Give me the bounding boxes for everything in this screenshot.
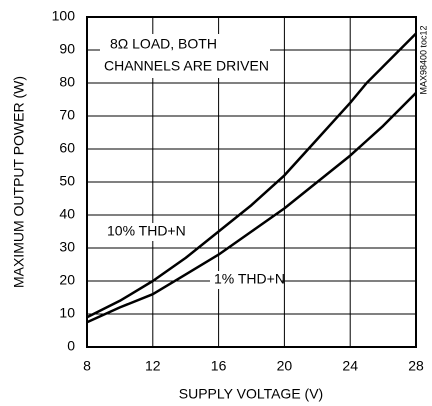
y-tick-label: 80 — [59, 74, 75, 90]
series-label: 1% THD+N — [214, 271, 285, 287]
x-axis-label: SUPPLY VOLTAGE (V) — [179, 386, 323, 402]
y-tick-label: 20 — [59, 272, 75, 288]
y-tick-label: 0 — [67, 338, 75, 354]
y-tick-label: 70 — [59, 107, 75, 123]
y-tick-label: 50 — [59, 173, 75, 189]
y-axis-label: MAXIMUM OUTPUT POWER (W) — [11, 76, 27, 288]
series-line — [86, 92, 417, 324]
y-tick-label: 60 — [59, 140, 75, 156]
x-tick-label: 28 — [408, 358, 424, 374]
y-tick-label: 40 — [59, 206, 75, 222]
y-tick-label: 10 — [59, 305, 75, 321]
plot-frame — [86, 16, 417, 348]
label-bg — [103, 223, 183, 241]
series-line — [86, 32, 417, 319]
y-tick-label: 30 — [59, 239, 75, 255]
x-tick-label: 20 — [277, 358, 293, 374]
x-tick-label: 12 — [145, 358, 161, 374]
annotation: CHANNELS ARE DRIVEN — [104, 58, 269, 74]
series-label: 10% THD+N — [107, 223, 186, 239]
lines — [86, 32, 417, 324]
x-tick-label: 8 — [83, 358, 91, 374]
y-tick-label: 100 — [52, 8, 76, 24]
annotation-bg — [100, 34, 270, 78]
x-tick-label: 24 — [342, 358, 358, 374]
annotation: 8Ω LOAD, BOTH — [110, 36, 217, 52]
x-tick-label: 16 — [211, 358, 227, 374]
y-tick-label: 90 — [59, 41, 75, 57]
label-bg — [210, 271, 282, 289]
chart-id: MAX98400 toc12 — [418, 25, 428, 94]
